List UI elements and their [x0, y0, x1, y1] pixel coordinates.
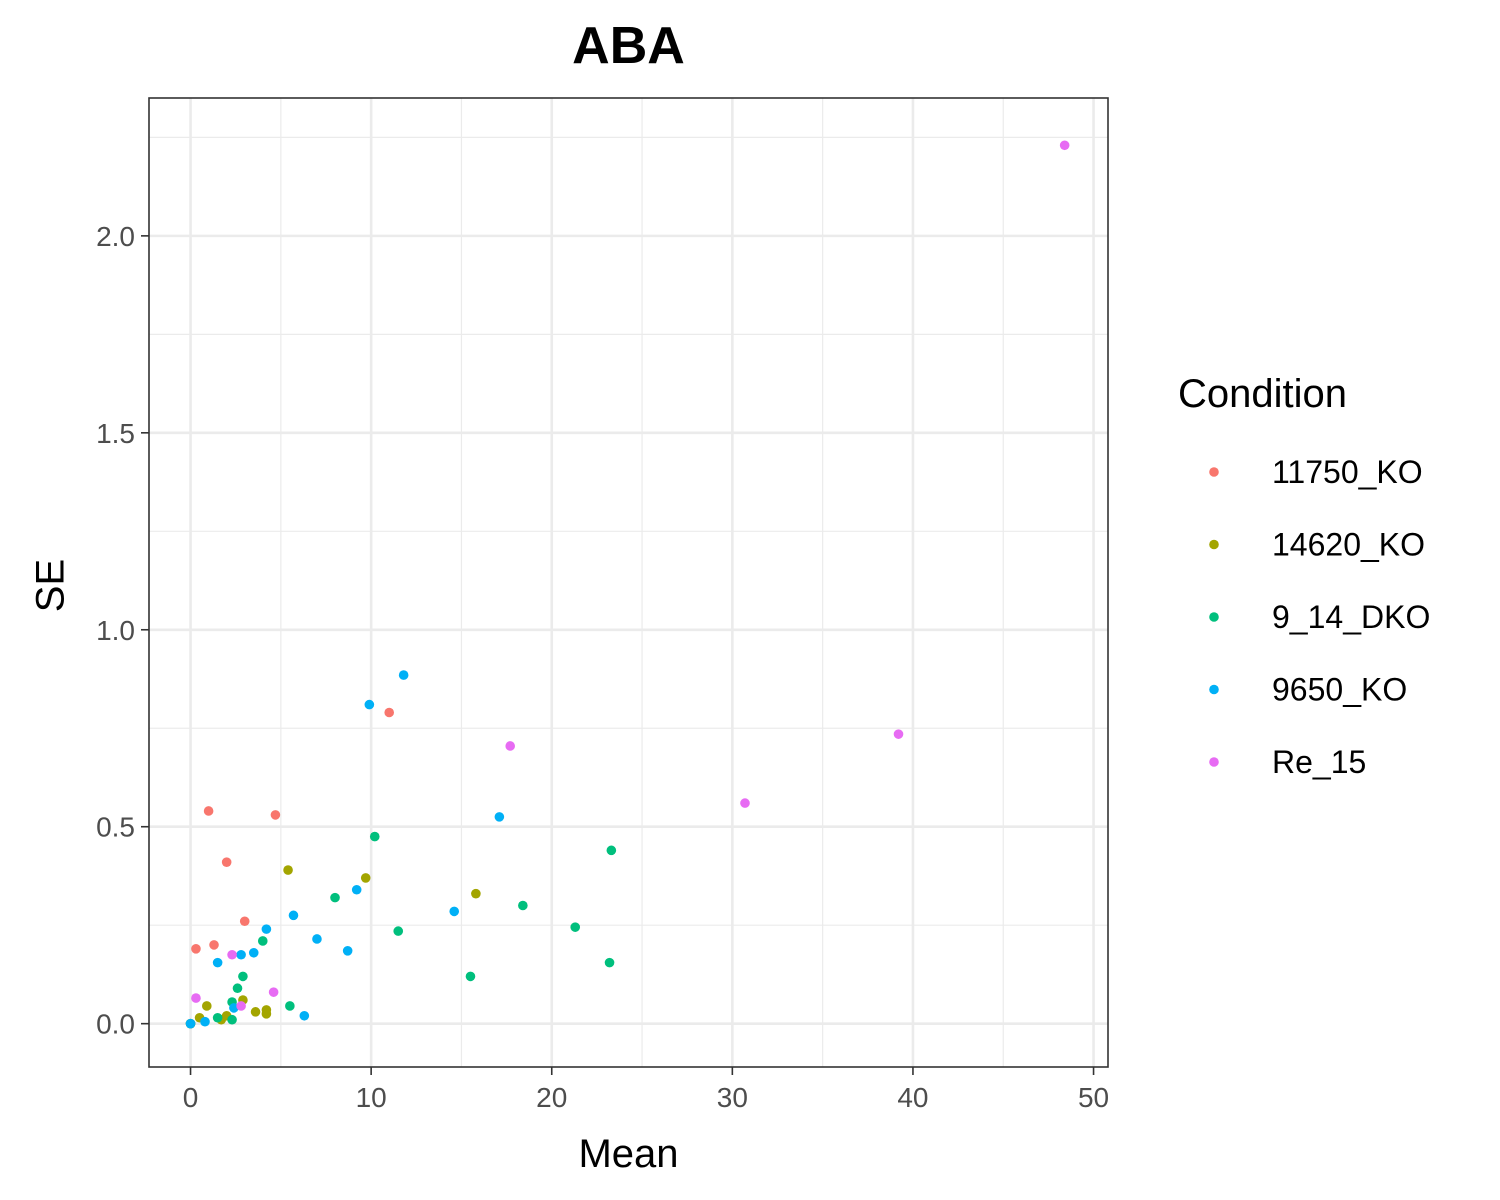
data-point: [465, 971, 476, 982]
legend: Condition 11750_KO 14620_KO 9_14_DKO 9650_K…: [1178, 372, 1430, 780]
data-point: [740, 798, 750, 808]
data-point: [261, 1009, 272, 1019]
data-point: [209, 940, 219, 950]
data-point: [248, 947, 259, 958]
x-tick-label: 40: [897, 1082, 928, 1113]
panel-border: [148, 97, 1109, 1068]
legend-label: 9_14_DKO: [1272, 599, 1430, 635]
data-point: [212, 1012, 223, 1023]
data-point: [227, 1014, 237, 1025]
data-point: [393, 926, 404, 936]
data-point: [299, 1010, 310, 1021]
legend-key-dot: [1209, 684, 1219, 695]
data-point: [330, 892, 340, 903]
data-point: [257, 936, 268, 946]
legend-items: 11750_KO 14620_KO 9_14_DKO 9650_KO Re_15: [1209, 454, 1430, 780]
data-point: [893, 729, 904, 739]
data-point: [203, 806, 214, 816]
legend-label: Re_15: [1272, 744, 1366, 780]
legend-key-dot: [1209, 467, 1219, 477]
x-tick-label: 20: [536, 1082, 567, 1113]
data-point: [384, 707, 395, 718]
data-point: [471, 888, 481, 899]
data-point: [238, 971, 248, 982]
data-point: [283, 865, 293, 875]
data-point: [285, 1001, 295, 1011]
legend-label: 11750_KO: [1272, 454, 1423, 490]
x-tick-label: 0: [183, 1082, 199, 1113]
y-tick-label: 2.0: [96, 221, 135, 252]
data-point: [201, 1001, 212, 1011]
data-point: [191, 993, 201, 1003]
legend-key-dot: [1209, 539, 1219, 550]
data-point: [239, 916, 250, 927]
data-point: [494, 812, 505, 822]
data-point: [351, 884, 362, 895]
axis-layer: 0 10 20 30 40 50 0.0 0.5 1.0 1.5 2.0: [96, 221, 1109, 1113]
data-point: [212, 957, 223, 968]
chart-title: ABA: [572, 17, 685, 75]
x-tick-label: 10: [356, 1082, 387, 1113]
data-point: [236, 1001, 246, 1011]
points-layer: [185, 140, 1070, 1029]
data-point: [604, 957, 615, 968]
y-axis-title: SE: [29, 559, 73, 612]
panel-background: [149, 98, 1108, 1067]
grid-layer: [149, 98, 1108, 1067]
data-point: [369, 831, 380, 842]
legend-label: 14620_KO: [1272, 527, 1425, 563]
y-tick-label: 1.5: [96, 418, 135, 449]
data-point: [360, 873, 371, 883]
data-point: [1059, 140, 1070, 151]
data-point: [312, 934, 322, 944]
y-tick-label: 1.0: [96, 615, 135, 646]
data-point: [570, 922, 581, 932]
data-point: [606, 845, 617, 856]
data-point: [398, 670, 409, 680]
data-point: [342, 945, 353, 956]
y-tick-label: 0.0: [96, 1009, 135, 1040]
data-point: [505, 741, 516, 751]
data-point: [229, 1003, 239, 1013]
data-point: [261, 924, 272, 934]
data-point: [232, 983, 243, 994]
data-point: [227, 949, 237, 960]
data-point: [200, 1016, 210, 1027]
data-point: [191, 944, 201, 954]
data-point: [288, 910, 299, 921]
data-point: [268, 987, 279, 997]
data-point: [270, 810, 281, 820]
legend-label: 9650_KO: [1272, 672, 1407, 708]
legend-key-dot: [1209, 612, 1219, 622]
data-point: [364, 699, 375, 710]
data-point: [250, 1007, 261, 1017]
data-point: [449, 906, 460, 917]
data-point: [221, 857, 232, 867]
y-tick-label: 0.5: [96, 812, 135, 843]
x-axis-title: Mean: [578, 1132, 678, 1176]
x-tick-label: 50: [1078, 1082, 1109, 1113]
x-tick-label: 30: [717, 1082, 748, 1113]
data-point: [518, 900, 528, 911]
data-point: [185, 1018, 196, 1029]
legend-title: Condition: [1178, 372, 1347, 416]
data-point: [236, 949, 246, 960]
legend-key-dot: [1209, 757, 1219, 767]
